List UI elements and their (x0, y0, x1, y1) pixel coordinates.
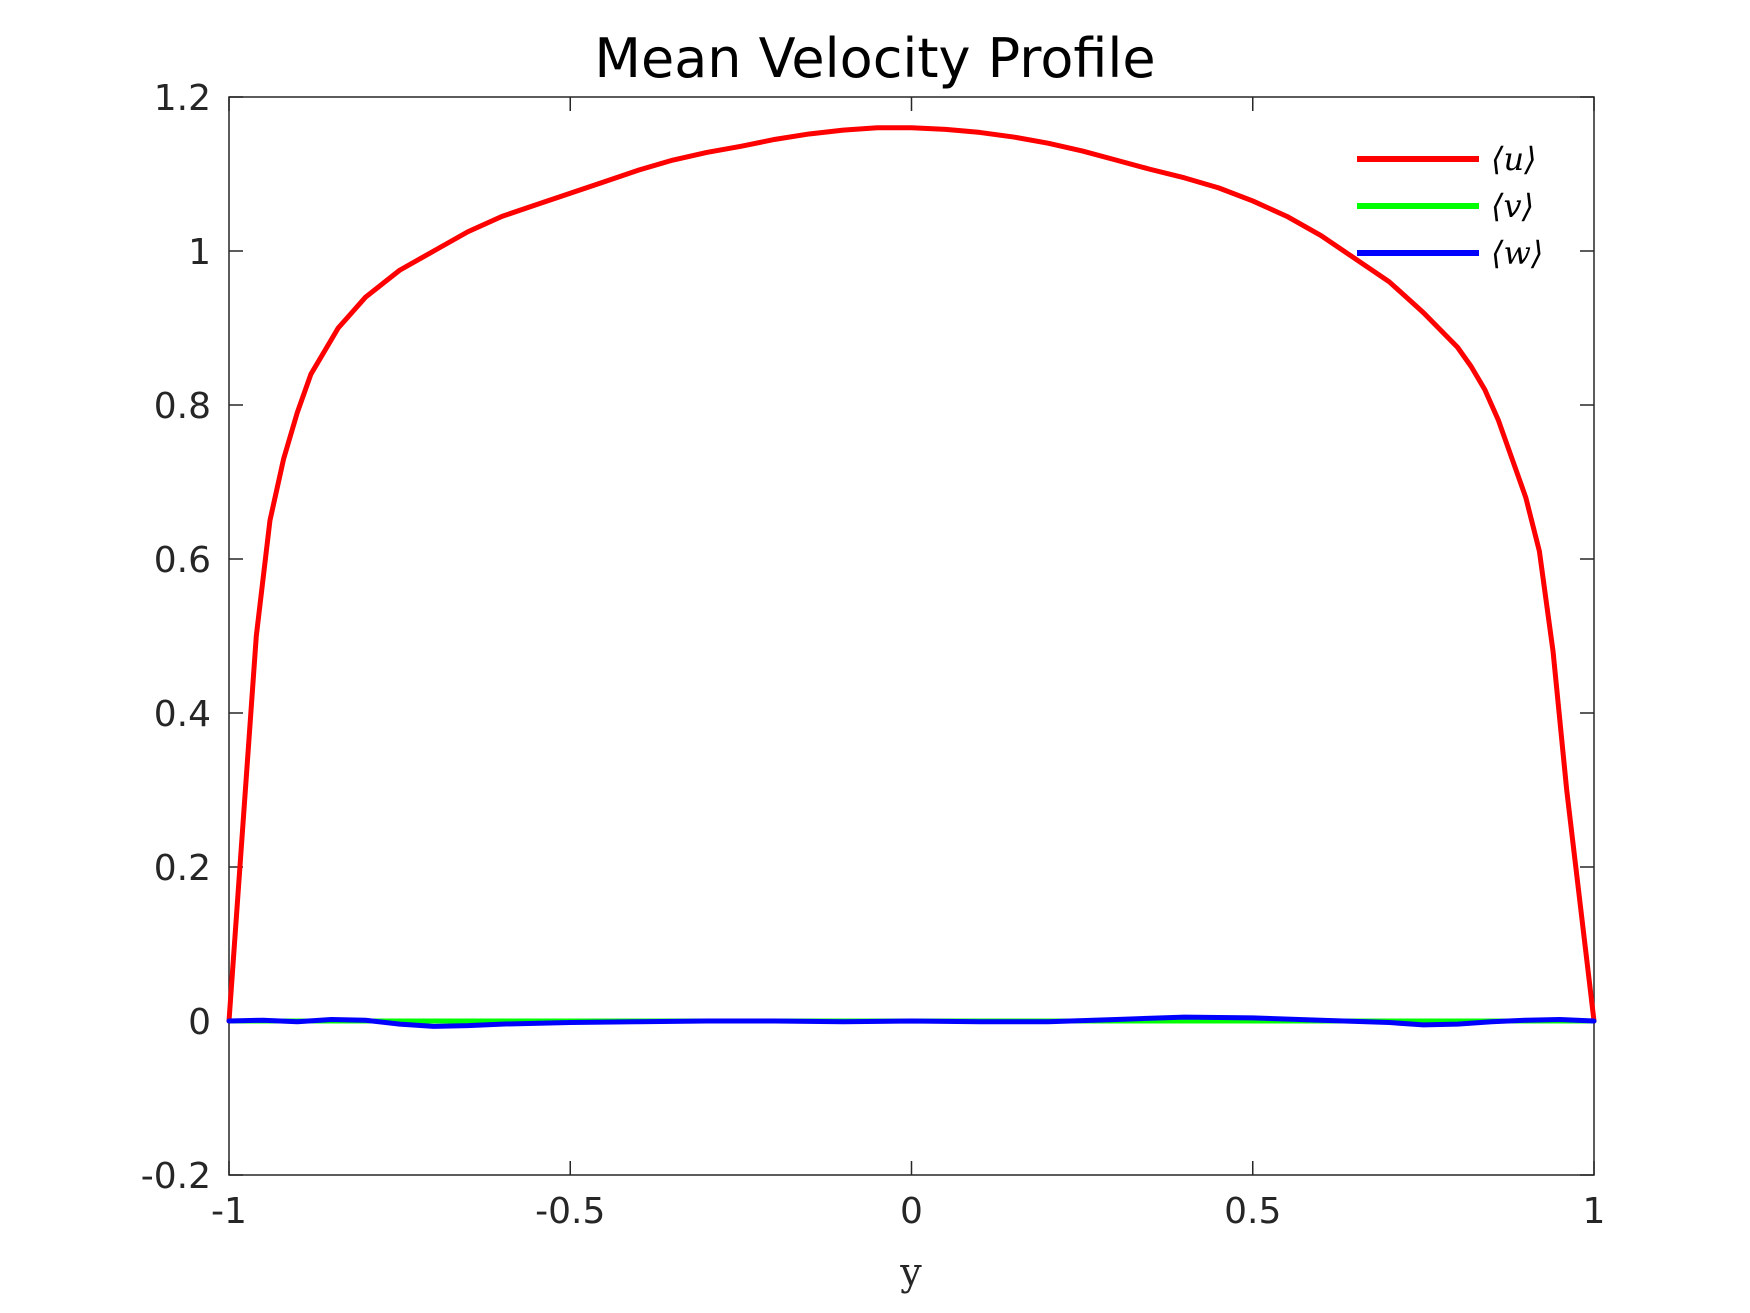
y-tick-label: 0 (188, 1002, 211, 1043)
y-tick-label: 0.6 (154, 540, 211, 581)
plot-frame (228, 96, 1595, 1176)
x-tick-label: 0 (900, 1191, 923, 1232)
y-tick-label: 0.2 (154, 848, 211, 889)
y-tick-label: 0.8 (154, 386, 211, 427)
x-tick-label: 0.5 (1224, 1191, 1281, 1232)
y-tick-label: 0.4 (154, 694, 211, 735)
x-axis: -1 -0.5 0 0.5 1 (211, 97, 1605, 1232)
y-tick-label: -0.2 (141, 1156, 211, 1197)
plot-area (228, 96, 1595, 1176)
x-tick-label: -1 (211, 1191, 247, 1232)
series-line-u (226, 125, 1597, 1024)
y-axis: -0.2 0 0.2 0.4 0.6 0.8 1 1.2 (141, 78, 1594, 1197)
legend-label: ⟨v⟩ (1491, 187, 1534, 225)
legend-label: ⟨w⟩ (1491, 234, 1543, 272)
x-axis-label: y (899, 1250, 922, 1294)
legend: ⟨u⟩ ⟨v⟩ ⟨w⟩ (1357, 140, 1543, 272)
chart-title: Mean Velocity Profile (594, 27, 1155, 90)
series-layer (226, 125, 1597, 1029)
legend-label: ⟨u⟩ (1491, 140, 1537, 178)
series-line-w (226, 1014, 1597, 1029)
y-tick-label: 1 (188, 232, 211, 273)
x-tick-label: -0.5 (535, 1191, 605, 1232)
y-tick-label: 1.2 (154, 78, 211, 119)
x-tick-label: 1 (1583, 1191, 1606, 1232)
